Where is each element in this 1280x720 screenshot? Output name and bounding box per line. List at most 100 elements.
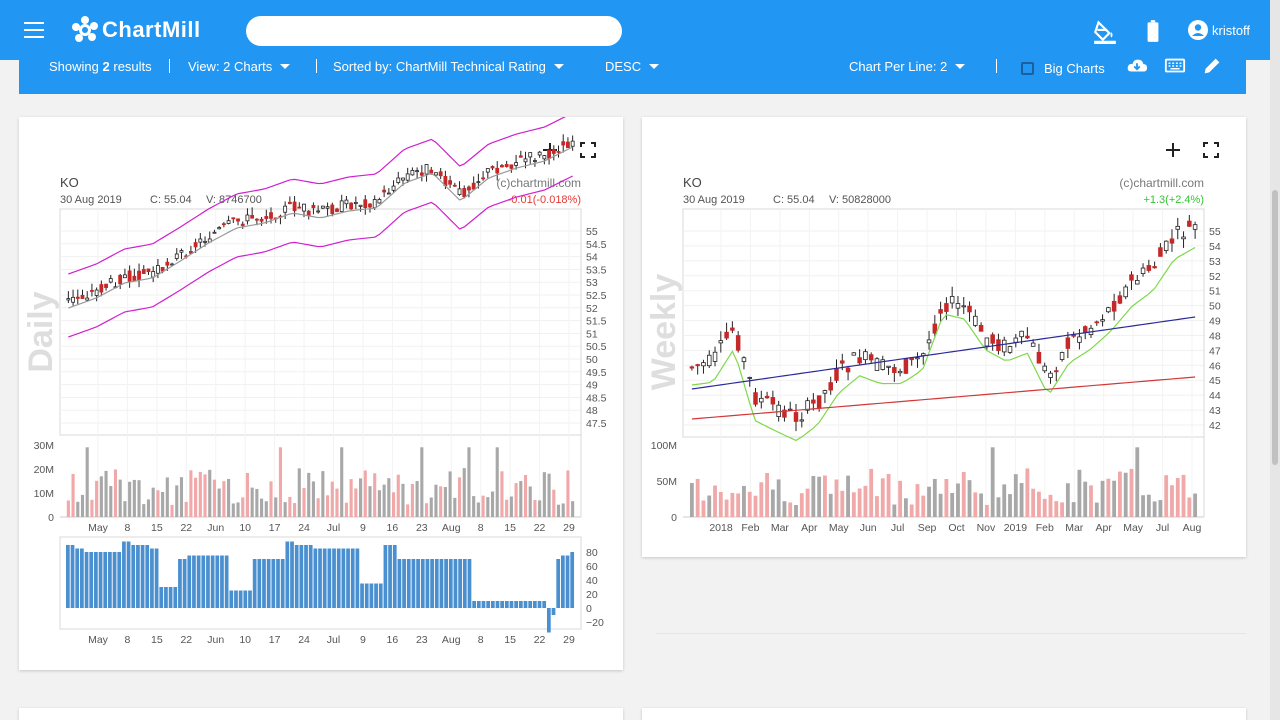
paint-bucket-icon[interactable] (1092, 18, 1118, 44)
brand-name: ChartMill (102, 17, 201, 42)
indicator-bar (294, 545, 299, 608)
volume-bar (293, 503, 297, 517)
indicator-bar (126, 541, 131, 608)
volume-bar (302, 487, 306, 517)
scrollbar-thumb[interactable] (1272, 190, 1278, 465)
volume-bar (846, 475, 850, 517)
sort-dropdown[interactable]: Sorted by: ChartMill Technical Rating (333, 57, 564, 75)
indicator-bar (145, 545, 150, 608)
candle (770, 397, 776, 405)
order-dropdown[interactable]: DESC (605, 57, 660, 75)
volume-bar (799, 493, 804, 517)
download-icon[interactable] (1126, 55, 1148, 77)
candle (382, 189, 387, 193)
battery-icon[interactable] (1140, 18, 1166, 44)
indicator-bar (523, 601, 528, 608)
candle (1123, 286, 1128, 298)
candle (401, 177, 405, 181)
x-axis-label: 15 (504, 522, 516, 534)
volume-bar (523, 475, 528, 517)
volume-bar (695, 478, 700, 517)
big-charts-checkbox[interactable] (1021, 61, 1034, 75)
volume-bar (321, 471, 325, 517)
volume-bar (255, 488, 259, 517)
volume-bar (528, 486, 532, 517)
price-tick-label: 49 (586, 380, 598, 392)
volume-bar (1077, 469, 1082, 517)
price-tick-label: 51.5 (586, 316, 607, 328)
indicator-bar (388, 545, 392, 608)
fullscreen-icon[interactable] (1202, 141, 1220, 159)
candle (495, 167, 500, 174)
menu-icon[interactable] (24, 22, 44, 38)
price-tick-label: 55 (586, 226, 598, 238)
volume-bar (297, 468, 301, 517)
keyboard-icon[interactable] (1164, 55, 1186, 77)
candle (874, 358, 880, 371)
volume-bar (1094, 502, 1099, 517)
volume-bar (950, 492, 955, 517)
period-watermark: Daily (22, 291, 60, 372)
candle (155, 265, 160, 274)
fullscreen-icon[interactable] (579, 141, 597, 159)
volume-bar (973, 492, 978, 517)
candle (764, 395, 770, 399)
candle (320, 205, 325, 209)
candle (226, 220, 231, 224)
per-line-dropdown[interactable]: Chart Per Line: 2 (849, 57, 966, 75)
search-input[interactable] (246, 16, 622, 46)
x-axis-label: May (88, 634, 109, 646)
candle (306, 210, 311, 216)
volume-bar (1170, 485, 1174, 517)
volume-bar (713, 485, 717, 517)
brand-logo[interactable]: ChartMill (70, 14, 201, 46)
indicator-bar (532, 601, 537, 608)
volume-bar (330, 481, 334, 517)
volume-bar (956, 483, 960, 517)
indicator-bar (542, 601, 547, 608)
volume-bar (401, 483, 405, 517)
candle (179, 250, 184, 253)
volume-bar (161, 492, 165, 517)
x-axis-label: 29 (563, 522, 575, 534)
indicator-bar (243, 590, 248, 608)
candle (1152, 266, 1157, 269)
view-dropdown[interactable]: View: 2 Charts (188, 57, 291, 75)
volume-bar (1042, 498, 1047, 517)
user-menu[interactable]: kristoff (1188, 20, 1250, 40)
pencil-icon[interactable] (1201, 55, 1223, 77)
candle (528, 152, 533, 158)
x-axis-label: 8 (478, 522, 484, 534)
candle (311, 204, 316, 209)
volume-bar (326, 495, 330, 517)
candle (254, 218, 259, 221)
volume-bar (382, 484, 386, 517)
page-scrollbar[interactable] (1270, 0, 1280, 720)
indicator-bar (304, 545, 308, 608)
indicator-bar (210, 555, 215, 608)
big-charts-toggle[interactable]: Big Charts (1021, 59, 1105, 77)
candle (903, 358, 909, 374)
weekly-price-chart[interactable]: KO 30 Aug 2019 C: 55.04 V: 50828000 (c)chart… (642, 117, 1246, 557)
candle (1065, 337, 1071, 349)
volume-bar (927, 486, 931, 517)
indicator-bar (509, 601, 514, 608)
x-axis-label: 8 (478, 634, 484, 646)
candle (1158, 247, 1163, 257)
moving-average-mid (691, 316, 1196, 390)
candle (805, 400, 810, 411)
indicator-bar (159, 587, 164, 608)
volume-bar (495, 447, 499, 517)
price-tick-label: 43 (1209, 405, 1221, 417)
volume-bar (921, 495, 926, 517)
volume-bar (99, 476, 103, 517)
indicator-bar (514, 601, 519, 608)
candle (504, 164, 509, 168)
candle (240, 223, 245, 226)
x-axis-label: May (88, 522, 109, 534)
plus-icon[interactable] (1164, 141, 1182, 159)
volume-bar (123, 501, 127, 517)
indicator-bar (89, 552, 94, 608)
candle (799, 419, 805, 422)
